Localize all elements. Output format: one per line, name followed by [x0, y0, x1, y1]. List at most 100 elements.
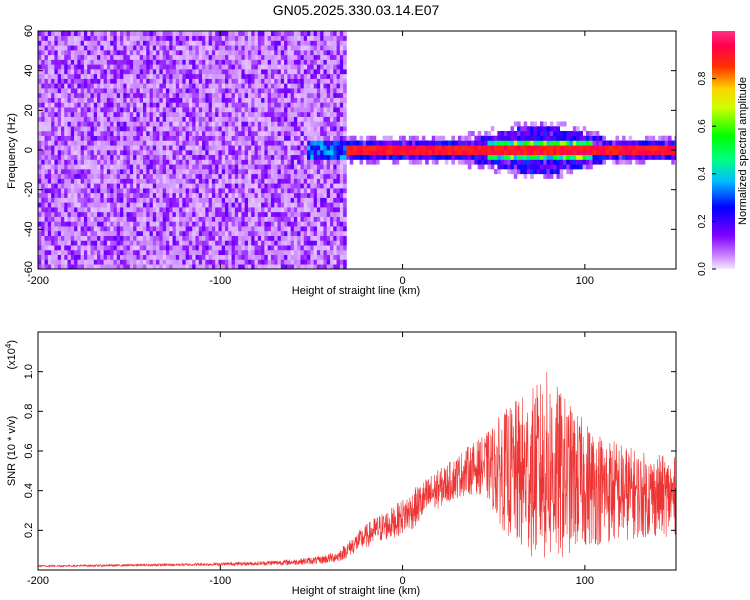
- spectrogram-cell: [70, 111, 75, 117]
- spectrogram-cell: [74, 150, 78, 156]
- spectrogram-cell: [70, 235, 75, 241]
- spectrogram-cell: [293, 254, 298, 260]
- spectrogram-cell: [300, 169, 305, 175]
- spectrogram-cell: [310, 202, 314, 208]
- spectrogram-cell: [182, 230, 186, 236]
- spectrogram-cell: [77, 245, 81, 251]
- spectrogram-cell: [87, 130, 91, 137]
- spectrogram-cell: [64, 226, 68, 232]
- spectrogram-cell: [57, 92, 62, 98]
- spectrogram-cell: [57, 240, 62, 246]
- spectrogram-cell: [175, 92, 180, 98]
- spectrogram-cell: [57, 121, 62, 127]
- spectrogram-cell: [284, 249, 288, 256]
- spectrogram-cell: [162, 240, 167, 246]
- spectrogram-cell: [247, 97, 252, 103]
- spectrogram-cell: [116, 235, 121, 241]
- spectrogram-cell: [300, 40, 305, 46]
- spectrogram-cell: [152, 40, 157, 46]
- spectrogram-cell: [300, 145, 305, 151]
- spectrogram-cell: [113, 97, 118, 103]
- spectrogram-cell: [133, 221, 137, 227]
- spectrogram-cell: [60, 159, 65, 165]
- spectrogram-cell: [231, 164, 236, 170]
- spectrogram-cell: [303, 221, 308, 227]
- spectrogram-cell: [129, 121, 134, 127]
- spectrogram-cell: [139, 178, 144, 184]
- spectrogram-cell: [175, 135, 180, 141]
- spectrogram-cell: [225, 111, 229, 117]
- spectrogram-cell: [41, 121, 45, 127]
- spectrogram-cell: [146, 40, 150, 46]
- spectrogram-cell: [103, 92, 108, 98]
- spectrogram-cell: [247, 73, 252, 79]
- spectrogram-cell: [136, 50, 141, 56]
- spectrogram-cell: [261, 135, 265, 141]
- spectrogram-cell: [280, 83, 285, 89]
- spectrogram-cell: [293, 116, 298, 122]
- spectrogram-cell: [326, 202, 331, 208]
- spectrogram-cell: [123, 31, 127, 37]
- spectrogram-cell: [257, 159, 262, 165]
- spectrogram-cell: [38, 126, 42, 132]
- spectrogram-cell: [228, 169, 232, 175]
- spectrogram-cell: [120, 126, 124, 132]
- spectrogram-cell: [234, 207, 239, 213]
- spectrogram-cell: [162, 192, 167, 198]
- spectrogram-cell: [169, 183, 173, 189]
- spectrogram-cell: [67, 207, 72, 213]
- spectrogram-cell: [100, 35, 104, 41]
- spectrogram-cell: [323, 202, 328, 208]
- spectrogram-cell: [38, 145, 42, 151]
- spectrogram-cell: [330, 249, 334, 256]
- spectrogram-cell: [146, 154, 150, 160]
- spectrogram-cell: [123, 178, 127, 184]
- spectrogram-cell: [185, 202, 190, 208]
- spectrogram-cell: [336, 92, 341, 98]
- spectrogram-cell: [300, 221, 305, 227]
- spectrogram-cell: [77, 159, 81, 165]
- spectrogram-cell: [300, 230, 305, 236]
- spectrogram-cell: [74, 245, 78, 251]
- spectrogram-cell: [179, 107, 183, 113]
- spectrogram-cell: [70, 130, 75, 137]
- spectrogram-cell: [280, 154, 285, 160]
- spectrogram-cell: [139, 173, 144, 179]
- spectrogram-cell: [165, 188, 170, 194]
- spectrogram-cell: [300, 245, 305, 251]
- spectrogram-cell: [225, 249, 229, 256]
- spectrogram-cell: [110, 31, 114, 37]
- spectrogram-cell: [402, 140, 406, 146]
- spectrogram-cell: [261, 249, 265, 256]
- spectrogram-cell: [133, 145, 137, 151]
- spectrogram-cell: [270, 154, 275, 160]
- spectrogram-cell: [97, 102, 101, 108]
- spectrogram-cell: [257, 230, 262, 236]
- spectrogram-cell: [93, 54, 98, 60]
- spectrogram-cell: [149, 264, 154, 269]
- spectrogram-cell: [103, 130, 108, 137]
- spectrogram-cell: [290, 197, 295, 203]
- spectrogram-cell: [238, 164, 242, 170]
- spectrogram-cell: [51, 264, 55, 269]
- spectrogram-cell: [51, 173, 55, 179]
- spectrogram-cell: [316, 35, 321, 41]
- spectrogram-cell: [264, 116, 268, 122]
- spectrogram-cell: [464, 150, 469, 156]
- spectrogram-cell: [103, 169, 108, 175]
- spectrogram-cell: [247, 207, 252, 213]
- spectrogram-cell: [97, 69, 101, 75]
- spectrogram-cell: [421, 154, 426, 160]
- spectrogram-cell: [211, 202, 216, 208]
- spectrogram-cell: [247, 88, 252, 94]
- spectrogram-cell: [215, 188, 219, 194]
- spectrogram-cell: [231, 207, 236, 213]
- spectrogram-cell: [87, 107, 91, 113]
- spectrogram-cell: [152, 211, 157, 217]
- spectrogram-cell: [93, 126, 98, 132]
- spectrogram-cell: [330, 69, 334, 75]
- spectrogram-cell: [274, 178, 278, 184]
- spectrogram-cell: [264, 31, 268, 37]
- spectrogram-cell: [143, 230, 147, 236]
